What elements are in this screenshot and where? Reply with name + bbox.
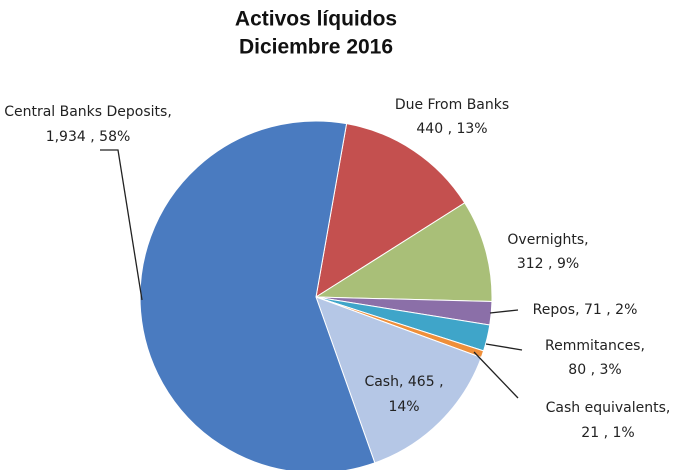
label-part: Overnights (507, 232, 584, 248)
data-label: Due From Banks 440 , 13% (395, 97, 509, 137)
label-part: , (167, 104, 171, 120)
label-part: Central Banks Deposits (4, 104, 167, 120)
label-part: , (399, 374, 408, 390)
label-part: , (435, 374, 444, 390)
label-part: Due From Banks (395, 97, 509, 113)
label-part: , (443, 121, 456, 137)
label-part: , (640, 338, 644, 354)
label-part: 2% (615, 302, 637, 318)
label-part: , (586, 362, 599, 378)
label-part: 80 (568, 362, 586, 378)
pie-slice (314, 202, 493, 303)
pie-slice (315, 296, 482, 464)
label-part: Cash equivalents (546, 400, 666, 416)
chart-title: Activos líquidos (235, 8, 397, 31)
label-part: 58% (99, 129, 130, 145)
label-part: 21 (581, 425, 599, 441)
data-label: Repos, 71 , 2% (533, 302, 638, 318)
chart-title: Diciembre 2016 (239, 36, 393, 59)
leader-line (473, 351, 519, 399)
label-part: 440 (416, 121, 443, 137)
label-part: 312 (517, 256, 544, 272)
leader-line (100, 149, 143, 301)
label-part: , (86, 129, 99, 145)
data-label: Overnights, 312 , 9% (507, 232, 588, 272)
label-part: , (575, 302, 584, 318)
label-part: Repos (533, 302, 575, 318)
leader-line (489, 309, 519, 314)
label-part: 465 (408, 374, 435, 390)
label-part: 1,934 (46, 129, 86, 145)
leader-line (485, 343, 523, 351)
label-part: 71 (584, 302, 602, 318)
data-label: Remmitances, 80 , 3% (545, 338, 645, 378)
label-part: 9% (557, 256, 579, 272)
label-part: Remmitances (545, 338, 640, 354)
label-part: , (666, 400, 670, 416)
label-part: Cash (364, 374, 399, 390)
data-label: Central Banks Deposits, 1,934 , 58% (4, 104, 172, 145)
pie-slice (315, 123, 466, 299)
label-part: , (599, 425, 612, 441)
label-part: 1% (612, 425, 634, 441)
label-part: 3% (599, 362, 621, 378)
label-part: 14% (388, 399, 419, 415)
data-label: Cash equivalents, 21 , 1% (546, 400, 671, 441)
label-part: , (544, 256, 557, 272)
label-part: 13% (456, 121, 487, 137)
label-part: , (602, 302, 615, 318)
data-label: Cash, 465 , 14% (364, 374, 443, 415)
label-part: , (584, 232, 588, 248)
